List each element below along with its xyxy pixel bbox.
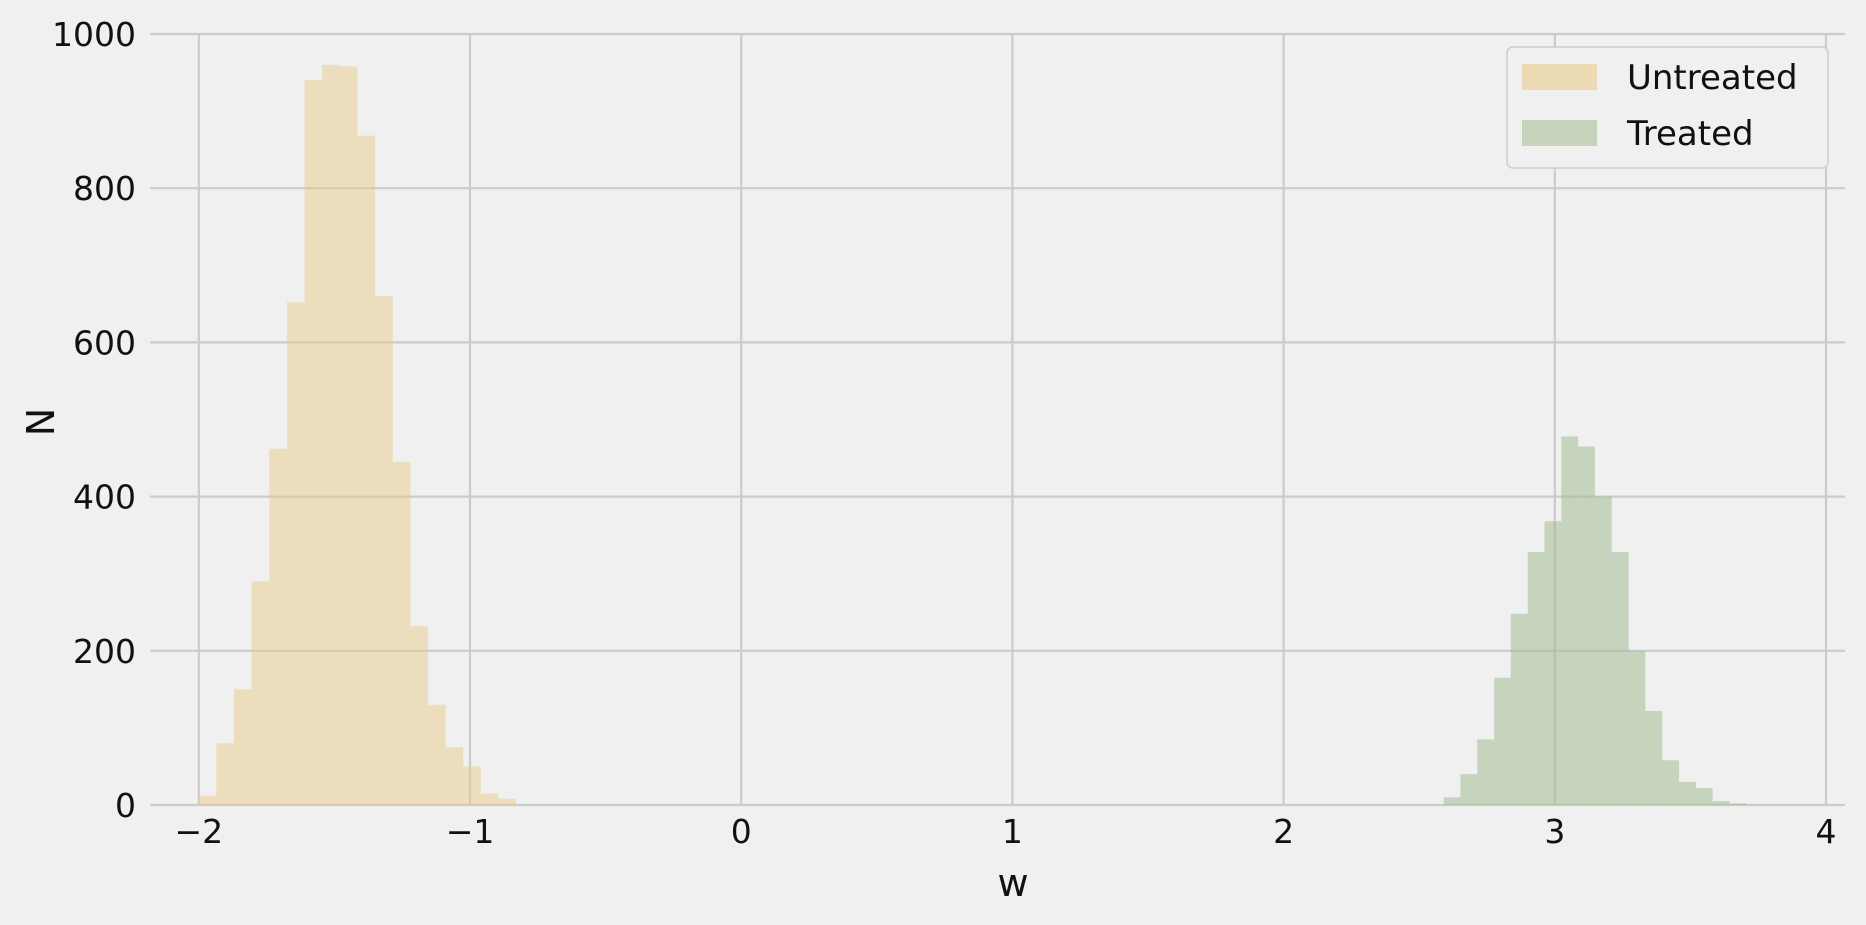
x-tick-label: 2 bbox=[1273, 812, 1294, 851]
bar-treated bbox=[1712, 801, 1730, 805]
series-untreated bbox=[198, 64, 517, 806]
bar-treated bbox=[1729, 803, 1747, 805]
bar-untreated bbox=[392, 461, 411, 805]
bar-untreated bbox=[198, 795, 217, 805]
bar-treated bbox=[1544, 521, 1562, 805]
bar-treated bbox=[1561, 436, 1579, 805]
legend-label-treated: Treated bbox=[1626, 114, 1754, 154]
y-tick-labels: 0 200 400 600 800 1000 bbox=[52, 15, 136, 825]
bar-untreated bbox=[480, 793, 499, 805]
bar-untreated bbox=[251, 581, 270, 805]
bar-treated bbox=[1494, 677, 1511, 805]
bar-treated bbox=[1578, 446, 1595, 805]
x-tick-label: 0 bbox=[731, 812, 752, 851]
bar-treated bbox=[1662, 760, 1680, 805]
bar-untreated bbox=[357, 135, 376, 806]
bar-treated bbox=[1695, 788, 1713, 805]
bar-treated bbox=[1594, 496, 1612, 805]
legend-label-untreated: Untreated bbox=[1627, 58, 1798, 98]
y-tick-label: 200 bbox=[73, 632, 136, 671]
bar-untreated bbox=[463, 766, 481, 805]
bar-untreated bbox=[286, 302, 305, 805]
bar-treated bbox=[1645, 710, 1663, 805]
bar-treated bbox=[1443, 797, 1461, 805]
bar-untreated bbox=[498, 798, 517, 805]
bar-untreated bbox=[322, 64, 340, 806]
y-tick-label: 600 bbox=[73, 323, 136, 362]
legend-swatch-untreated bbox=[1522, 64, 1597, 90]
y-tick-label: 0 bbox=[115, 786, 136, 825]
bar-treated bbox=[1611, 552, 1629, 805]
x-tick-label: 4 bbox=[1816, 812, 1837, 851]
y-tick-label: 400 bbox=[73, 478, 136, 517]
bar-untreated bbox=[339, 66, 358, 805]
bar-treated bbox=[1527, 552, 1545, 805]
bar-untreated bbox=[427, 704, 446, 805]
x-tick-label: 1 bbox=[1002, 812, 1023, 851]
x-axis-label: w bbox=[997, 861, 1028, 905]
x-tick-label: −2 bbox=[174, 812, 223, 851]
y-axis-label: N bbox=[19, 408, 63, 436]
legend: Untreated Treated bbox=[1506, 46, 1829, 169]
bar-untreated bbox=[269, 448, 287, 805]
histogram-bars bbox=[198, 64, 1747, 806]
y-tick-label: 800 bbox=[73, 169, 136, 208]
legend-swatch-treated bbox=[1522, 120, 1597, 146]
bar-untreated bbox=[410, 626, 428, 805]
bar-treated bbox=[1510, 613, 1528, 805]
bar-untreated bbox=[375, 296, 393, 805]
bar-treated bbox=[1460, 774, 1478, 805]
bar-untreated bbox=[216, 743, 235, 805]
y-tick-label: 1000 bbox=[52, 15, 136, 54]
bar-treated bbox=[1679, 781, 1696, 805]
x-tick-label: −1 bbox=[446, 812, 495, 851]
bar-treated bbox=[1628, 650, 1646, 805]
x-tick-labels: −2 −1 0 1 2 3 4 bbox=[174, 812, 1836, 851]
bar-untreated bbox=[234, 689, 252, 805]
x-tick-label: 3 bbox=[1544, 812, 1565, 851]
bar-untreated bbox=[445, 747, 464, 805]
bar-untreated bbox=[304, 80, 323, 805]
bar-treated bbox=[1477, 739, 1495, 805]
series-treated bbox=[1443, 436, 1747, 805]
